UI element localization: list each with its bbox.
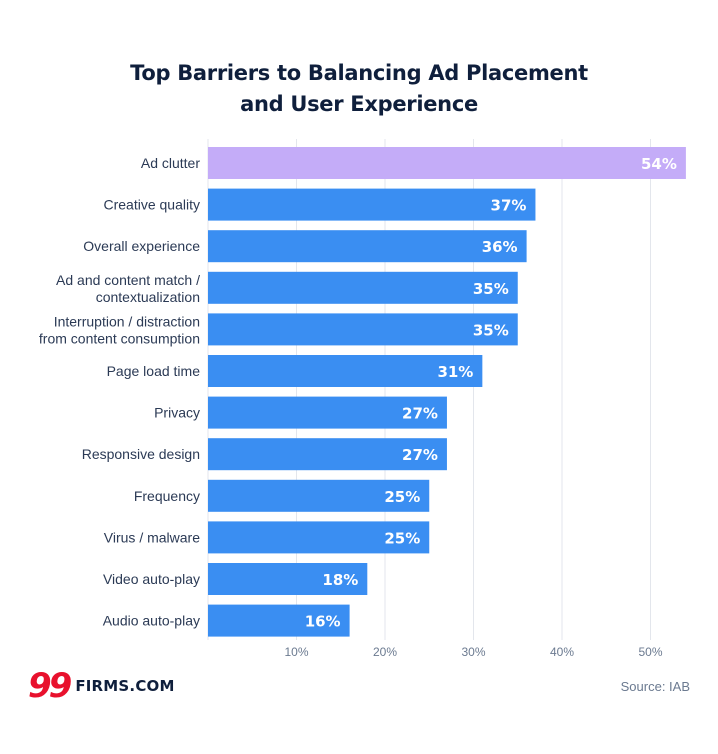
x-tick-label: 10% xyxy=(284,645,308,659)
bar-value-label: 16% xyxy=(305,613,341,631)
category-label-line: from content consumption xyxy=(39,330,200,346)
bar xyxy=(208,438,447,471)
bar xyxy=(208,188,536,221)
99firms-logo: 99 FIRMS.COM xyxy=(28,668,175,704)
bar-value-label: 35% xyxy=(473,280,509,298)
x-tick-label: 30% xyxy=(461,645,485,659)
bar-value-label: 25% xyxy=(384,488,420,506)
category-label-line: Ad and content match / xyxy=(56,272,200,288)
category-label: Ad and content match / contextualization xyxy=(56,272,200,305)
category-label: Interruption / distraction from content c… xyxy=(39,313,200,346)
bar xyxy=(208,230,527,263)
chart-title-line-2: and User Experience xyxy=(240,92,478,116)
bar-value-label: 35% xyxy=(473,321,509,339)
category-label: Overall experience xyxy=(83,238,200,254)
category-label-line: contextualization xyxy=(96,289,200,305)
bar xyxy=(208,479,430,512)
category-label: Responsive design xyxy=(82,446,200,462)
category-label: Privacy xyxy=(154,405,200,421)
bar-value-label: 27% xyxy=(402,446,438,464)
bar xyxy=(208,355,483,387)
x-tick-label: 40% xyxy=(550,645,574,659)
bar xyxy=(208,396,447,429)
bar-value-label: 54% xyxy=(641,155,677,173)
category-label: Page load time xyxy=(107,363,201,379)
bar-value-label: 36% xyxy=(482,238,518,256)
category-label: Virus / malware xyxy=(104,529,200,545)
bar-value-label: 25% xyxy=(384,529,420,547)
chart-title: Top Barriers to Balancing Ad Placement a… xyxy=(0,58,718,120)
source-note: Source: IAB xyxy=(620,679,690,694)
bar-value-label: 18% xyxy=(322,571,358,589)
x-tick-label: 20% xyxy=(373,645,397,659)
logo-mark: 99 xyxy=(28,666,72,706)
bar xyxy=(208,521,430,554)
chart-title-line-1: Top Barriers to Balancing Ad Placement xyxy=(130,61,588,85)
category-label: Creative quality xyxy=(104,197,201,213)
x-tick-label: 50% xyxy=(638,645,662,659)
category-label: Frequency xyxy=(134,488,200,504)
bar-value-label: 27% xyxy=(402,405,438,423)
bar xyxy=(208,563,368,595)
bar-value-label: 37% xyxy=(491,197,527,215)
category-label: Audio auto-play xyxy=(103,613,200,629)
bar xyxy=(208,147,686,179)
category-label: Ad clutter xyxy=(141,155,200,171)
bar xyxy=(208,604,350,637)
bar xyxy=(208,271,518,304)
bar xyxy=(208,313,518,346)
category-label-line: Interruption / distraction xyxy=(54,313,200,329)
category-label: Video auto-play xyxy=(103,571,200,587)
logo-text: FIRMS.COM xyxy=(75,677,175,695)
bar-value-label: 31% xyxy=(437,363,473,381)
